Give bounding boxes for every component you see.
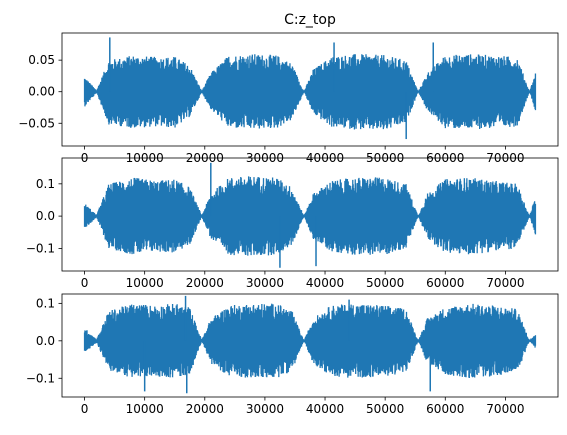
x-tick-label: 0 bbox=[81, 276, 89, 290]
x-tick-label: 10000 bbox=[126, 402, 164, 416]
subplot-2: 0 10000 20000 30000 40000 50000 60000 70000 −0.1… bbox=[26, 158, 558, 290]
x-tick-label: 30000 bbox=[246, 276, 284, 290]
y-tick-label: 0.0 bbox=[36, 334, 55, 348]
waveform-series bbox=[85, 54, 536, 129]
y-tick-label: 0.05 bbox=[28, 53, 55, 67]
x-tick-label: 30000 bbox=[246, 402, 284, 416]
x-tick-label: 0 bbox=[81, 402, 89, 416]
x-tick-label: 20000 bbox=[186, 276, 224, 290]
x-tick-label: 70000 bbox=[486, 276, 524, 290]
subplot-1: 0 10000 20000 30000 40000 50000 60000 70000−0.0… bbox=[18, 33, 558, 165]
x-tick-label: 20000 bbox=[186, 402, 224, 416]
y-tick-label: 0.00 bbox=[28, 85, 55, 99]
subplot-3: 0 10000 20000 30000 40000 50000 60000 70000 −0.1… bbox=[26, 294, 558, 416]
waveform-series bbox=[85, 176, 536, 255]
y-tick-label: −0.1 bbox=[26, 241, 55, 255]
y-tick-label: −0.1 bbox=[26, 371, 55, 385]
x-tick-label: 40000 bbox=[306, 402, 344, 416]
x-tick-label: 10000 bbox=[126, 276, 164, 290]
x-tick-label: 40000 bbox=[306, 276, 344, 290]
x-tick-label: 50000 bbox=[366, 276, 404, 290]
x-tick-label: 50000 bbox=[366, 402, 404, 416]
figure-title: C:z_top bbox=[284, 12, 336, 28]
x-tick-label: 70000 bbox=[486, 402, 524, 416]
waveform-series bbox=[85, 304, 536, 378]
y-tick-label: −0.05 bbox=[18, 116, 55, 130]
y-tick-label: 0.1 bbox=[36, 177, 55, 191]
y-tick-label: 0.1 bbox=[36, 296, 55, 310]
y-tick-label: 0.0 bbox=[36, 209, 55, 223]
x-tick-label: 60000 bbox=[426, 402, 464, 416]
x-tick-label: 60000 bbox=[426, 276, 464, 290]
